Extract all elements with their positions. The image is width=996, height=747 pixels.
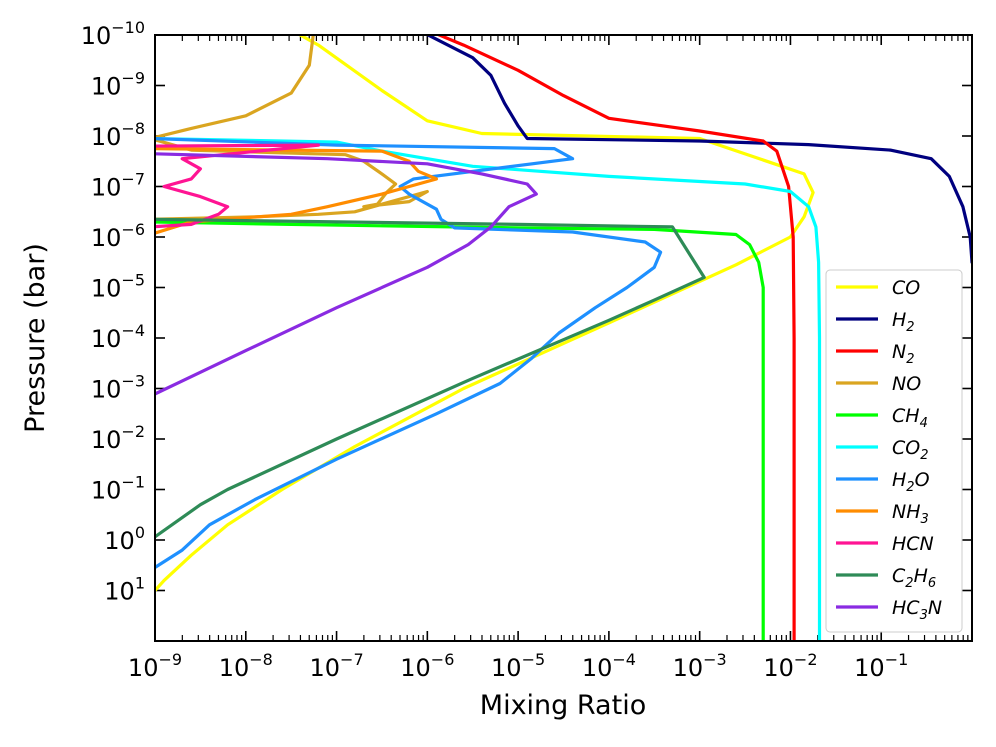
x-tick-label: 10−2: [763, 650, 817, 682]
legend-label-no: NO: [892, 373, 921, 395]
legend-label-n2: N2: [892, 341, 915, 367]
series-line-ch4: [155, 220, 765, 641]
series-line-h2o: [155, 137, 663, 570]
y-tick-label: 10−10: [81, 18, 145, 50]
y-tick-label: 10−6: [91, 220, 145, 252]
series-line-n2: [435, 35, 796, 641]
y-tick-label: 10−2: [91, 422, 145, 454]
legend-label-co2: CO2: [892, 437, 929, 463]
x-tick-label: 10−6: [400, 650, 454, 682]
y-tick-label: 10−1: [91, 473, 145, 505]
y-tick-label: 10−7: [91, 170, 145, 202]
y-tick-label: 100: [104, 523, 145, 555]
y-tick-label: 10−4: [91, 321, 145, 353]
legend-label-co: CO: [892, 277, 920, 299]
x-tick-label: 10−7: [309, 650, 363, 682]
x-tick-label: 10−8: [219, 650, 273, 682]
x-tick-label: 10−9: [128, 650, 182, 682]
x-tick-label: 10−5: [491, 650, 545, 682]
series-line-c2h6: [155, 217, 706, 539]
y-tick-label: 10−9: [91, 69, 145, 101]
series-lines: [155, 35, 972, 641]
x-tick-labels: 10−9 10−8 10−7 10−6 10−5 10−4 10−3 10−2 10−1: [128, 650, 908, 682]
legend-label-c2h6: C2H6: [892, 565, 936, 591]
legend-label-h2o: H2O: [892, 469, 930, 495]
legend-label-h2: H2: [892, 309, 915, 335]
y-tick-labels: 10−10 10−9 10−8 10−7 10−6 10−5 10−4 10−3 10−2 10−…: [81, 18, 145, 606]
series-line-h2: [424, 35, 972, 264]
y-tick-label: 101: [104, 574, 145, 606]
y-tick-label: 10−8: [91, 119, 145, 151]
series-line-hc3n: [155, 152, 538, 396]
x-axis-title: Mixing Ratio: [480, 690, 646, 721]
plot-frame: [154, 34, 973, 642]
legend-label-ch4: CH4: [892, 405, 928, 431]
series-line-no: [155, 35, 429, 221]
legend: CO H2 N2 NO CH4 CO2 H2O NH3 HCN C2H6 HC3N: [825, 269, 963, 633]
series-line-co: [155, 35, 815, 593]
legend-label-hc3n: HC3N: [892, 597, 942, 623]
y-axis-title: Pressure (bar): [20, 243, 51, 433]
legend-label-nh3: NH3: [892, 501, 929, 527]
y-tick-label: 10−3: [91, 372, 145, 404]
legend-label-hcn: HCN: [892, 533, 934, 555]
series-line-hcn: [155, 143, 320, 229]
x-tick-label: 10−4: [582, 650, 636, 682]
series-line-nh3: [155, 147, 438, 235]
y-tick-label: 10−5: [91, 271, 145, 303]
x-tick-label: 10−1: [854, 650, 908, 682]
x-tick-label: 10−3: [673, 650, 727, 682]
